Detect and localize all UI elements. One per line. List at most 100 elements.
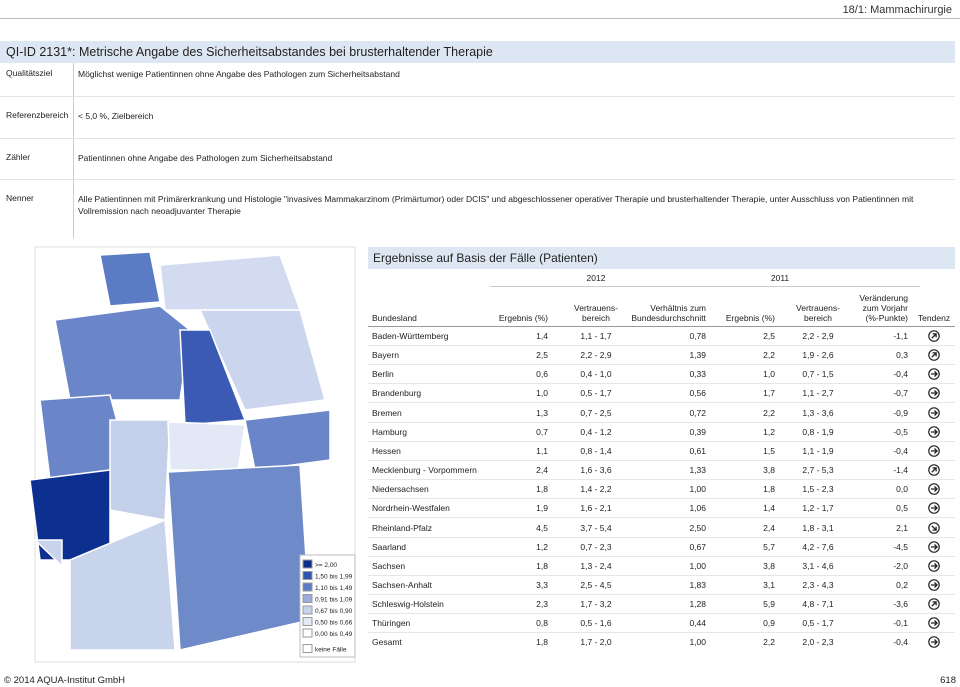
legend-swatch (302, 644, 313, 653)
year-header: 2012 (586, 273, 606, 283)
state (33, 539, 63, 568)
table-cell: 1,00 (689, 484, 706, 495)
table-cell: 0,7 - 2,3 (580, 541, 612, 552)
column-header: Vertrauens- bereich (574, 303, 618, 323)
table-cell: 1,9 - 2,6 (802, 350, 834, 361)
column-header: Veränderung zum Vorjahr (%-Punkte) (859, 293, 908, 323)
table-cell: -0,9 (893, 407, 908, 418)
rule (0, 18, 960, 19)
table-cell: 1,1 - 1,9 (802, 445, 834, 456)
table-cell: 3,7 - 5,4 (580, 522, 612, 533)
table-cell: 1,0 (536, 388, 548, 399)
info-text: < 5,0 %, Zielbereich (78, 111, 154, 121)
column-header: Ergebnis (%) (725, 313, 775, 323)
table-cell: 1,2 - 1,7 (802, 503, 834, 514)
table-cell: -0,4 (893, 369, 908, 380)
trend-icon (928, 540, 940, 553)
table-cell: 2,2 (763, 350, 775, 361)
table-cell: 2,5 - 4,5 (580, 579, 612, 590)
table-cell: 1,33 (689, 465, 706, 476)
table-cell: 0,8 - 1,4 (580, 445, 612, 456)
table-cell: 0,56 (689, 388, 706, 399)
info-label: Nenner (6, 193, 34, 203)
table-cell: 1,28 (689, 599, 706, 610)
state (198, 309, 326, 411)
table-cell: 2,3 - 4,3 (802, 579, 834, 590)
table-cell: 1,2 (536, 541, 548, 552)
states (29, 251, 331, 651)
legend-label: 0,91 bis 1,09 (315, 597, 353, 604)
table-cell: 0,5 - 1,7 (802, 618, 834, 629)
table-cell: 0,7 - 2,5 (580, 407, 612, 418)
table-cell: -0,1 (893, 618, 908, 629)
row-rule (368, 459, 955, 461)
table-cell: Nordrhein-Westfalen (372, 503, 450, 514)
legend-label: 0,00 bis 0,49 (315, 631, 353, 638)
table-cell: 1,8 (763, 484, 775, 495)
table-cell: 4,5 (536, 522, 548, 533)
table-cell: 1,7 - 2,0 (580, 637, 612, 648)
legend-swatch (302, 594, 313, 603)
column-header: Vertrauens- bereich (796, 303, 840, 323)
table-title: Ergebnisse auf Basis der Fälle (Patiente… (368, 247, 955, 269)
table-cell: 2,2 (763, 407, 775, 418)
table-cell: 0,8 - 1,9 (802, 426, 834, 437)
table-cell: 2,4 (536, 465, 548, 476)
table-cell: 0,2 (896, 579, 908, 590)
row-rule (368, 421, 955, 423)
info-text: Patientinnen ohne Angabe des Pathologen … (78, 153, 333, 163)
state (54, 305, 191, 401)
trend-icon (928, 406, 940, 419)
table-cell: 3,8 (763, 560, 775, 571)
table-cell: 0,7 (536, 426, 548, 437)
table-cell: 0,78 (689, 331, 706, 341)
table-cell: 1,4 - 2,2 (580, 484, 612, 495)
page-number: 618 (940, 675, 956, 686)
table-cell: 0,72 (689, 407, 706, 418)
table-cell: 5,9 (763, 599, 775, 610)
table-cell: 1,7 - 3,2 (580, 599, 612, 610)
state (244, 409, 331, 471)
table-cell: 0,5 - 1,6 (580, 618, 612, 629)
row-rule (368, 345, 955, 346)
table-cell: 1,4 (763, 503, 775, 514)
row-rule (368, 536, 955, 538)
separator (0, 96, 955, 97)
row-rule (368, 440, 955, 442)
info-label: Referenzbereich (6, 110, 69, 120)
table-cell: 0,61 (689, 445, 706, 456)
column-header: Tendenz (917, 313, 951, 323)
rule (73, 63, 74, 238)
table-cell: 3,1 - 4,6 (802, 560, 834, 571)
trend-icon (928, 521, 940, 534)
table-cell: 0,4 - 1,2 (580, 426, 612, 437)
row-rule (368, 593, 955, 595)
table-cell: 4,8 - 7,1 (802, 599, 834, 610)
state (167, 464, 311, 651)
trend-icon (928, 559, 940, 572)
table-cell: 2,5 (536, 350, 548, 361)
trend-icon (928, 598, 940, 610)
row-rule (368, 479, 955, 481)
state (109, 419, 171, 521)
state (99, 251, 161, 307)
table-cell: 0,0 (896, 484, 908, 495)
table-cell: -2,0 (893, 560, 908, 571)
table-cell: Thüringen (372, 618, 411, 629)
table-cell: 2,1 (896, 522, 908, 533)
table-cell: 3,8 (763, 465, 775, 476)
legend-swatch (302, 605, 313, 615)
map: >= 2,00 1,50 bis 1,99 1,10 bis 1,49 0,91 bi… (29, 246, 356, 663)
table-cell: 0,7 - 1,5 (802, 369, 834, 380)
table-cell: 1,1 - 1,7 (580, 331, 612, 341)
row-rule (368, 555, 955, 557)
legend-swatch (302, 617, 313, 626)
year-header: 2011 (770, 273, 790, 283)
indicator-title: QI-ID 2131*: Metrische Angabe des Sicher… (0, 41, 955, 63)
trend-icon (928, 330, 940, 342)
table-cell: 2,5 (763, 331, 775, 341)
table-cell: 1,1 (536, 445, 548, 456)
table-cell: 1,7 (763, 388, 775, 399)
table-cell: Hamburg (372, 426, 407, 437)
table-cell: 2,0 - 2,3 (802, 637, 834, 648)
